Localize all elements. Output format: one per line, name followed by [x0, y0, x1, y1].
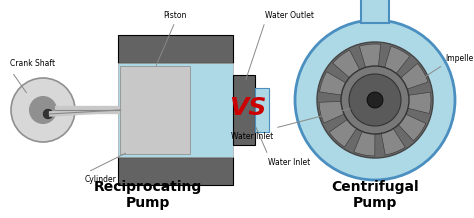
Circle shape: [341, 66, 409, 134]
Bar: [233, 75, 255, 145]
Text: Water Inlet: Water Inlet: [231, 132, 273, 141]
Wedge shape: [333, 50, 362, 82]
Wedge shape: [329, 116, 360, 147]
Circle shape: [295, 20, 455, 180]
Bar: [118, 63, 233, 157]
Bar: [118, 157, 233, 185]
Wedge shape: [394, 112, 426, 141]
Wedge shape: [319, 101, 349, 123]
Wedge shape: [319, 72, 351, 96]
Text: Piston: Piston: [164, 11, 187, 20]
Circle shape: [317, 42, 433, 158]
Text: Water Outlet: Water Outlet: [265, 11, 314, 20]
Circle shape: [367, 92, 383, 108]
Text: Centrifugal
Pump: Centrifugal Pump: [331, 180, 419, 210]
Text: Crank Shaft: Crank Shaft: [10, 59, 55, 68]
Circle shape: [29, 97, 56, 123]
Circle shape: [349, 74, 401, 126]
Wedge shape: [383, 46, 410, 78]
Bar: [120, 66, 190, 154]
Text: Reciprocating
Pump: Reciprocating Pump: [94, 180, 202, 210]
Circle shape: [11, 78, 75, 142]
Wedge shape: [359, 44, 381, 73]
Wedge shape: [396, 63, 428, 91]
Bar: [361, 0, 389, 23]
Bar: [118, 35, 233, 63]
Text: Cylinder: Cylinder: [85, 175, 117, 184]
Bar: [255, 88, 269, 132]
Wedge shape: [402, 92, 431, 114]
Wedge shape: [380, 124, 405, 155]
Text: VS: VS: [229, 96, 267, 120]
Text: Impeller: Impeller: [445, 54, 474, 63]
Wedge shape: [354, 126, 375, 156]
Text: Water Inlet: Water Inlet: [268, 158, 310, 167]
Circle shape: [43, 109, 53, 119]
